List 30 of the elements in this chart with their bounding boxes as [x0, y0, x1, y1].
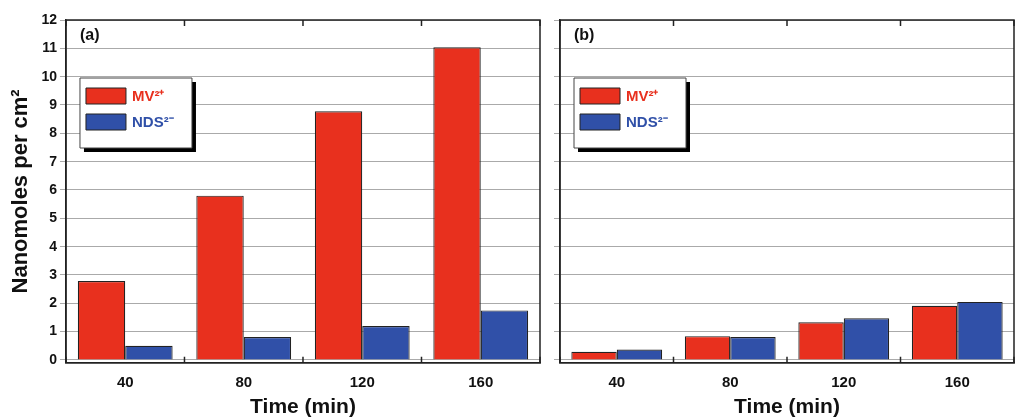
x-tick-label: 160 [944, 372, 970, 390]
y-tick-label: 3 [49, 265, 58, 282]
x-axis-title: Time (min) [250, 394, 356, 418]
y-tick-label: 11 [42, 39, 58, 56]
x-tick-label: 160 [468, 372, 494, 390]
y-tick-label: 10 [41, 67, 58, 84]
legend-label: MV²⁺ [131, 87, 165, 105]
y-tick-label: 9 [49, 95, 58, 112]
legend-label: NDS²⁻ [626, 113, 668, 131]
chart-title: (a) [79, 26, 100, 44]
x-tick-label: 80 [235, 372, 253, 390]
legend-label: NDS²⁻ [131, 113, 174, 131]
x-tick-label: 120 [349, 372, 375, 390]
y-tick-label: 4 [49, 237, 58, 254]
y-tick-label: 0 [49, 350, 58, 367]
y-tick-label: 2 [49, 294, 58, 311]
y-axis-title: Nanomoles per cm² [7, 89, 33, 294]
y-tick-label: 7 [49, 152, 58, 169]
legend-label: MV²⁺ [626, 87, 659, 105]
x-tick-label: 40 [608, 372, 626, 390]
y-tick-label: 12 [41, 10, 58, 27]
y-tick-label: 1 [49, 322, 58, 339]
y-tick-label: 8 [49, 124, 58, 141]
x-axis-title: Time (min) [734, 394, 840, 418]
x-tick-label: 120 [831, 372, 857, 390]
x-tick-label: 40 [116, 372, 134, 390]
y-tick-label: 5 [49, 209, 58, 226]
chart-title: (b) [574, 26, 595, 44]
y-tick-label: 6 [49, 180, 58, 197]
x-tick-label: 80 [721, 372, 739, 390]
